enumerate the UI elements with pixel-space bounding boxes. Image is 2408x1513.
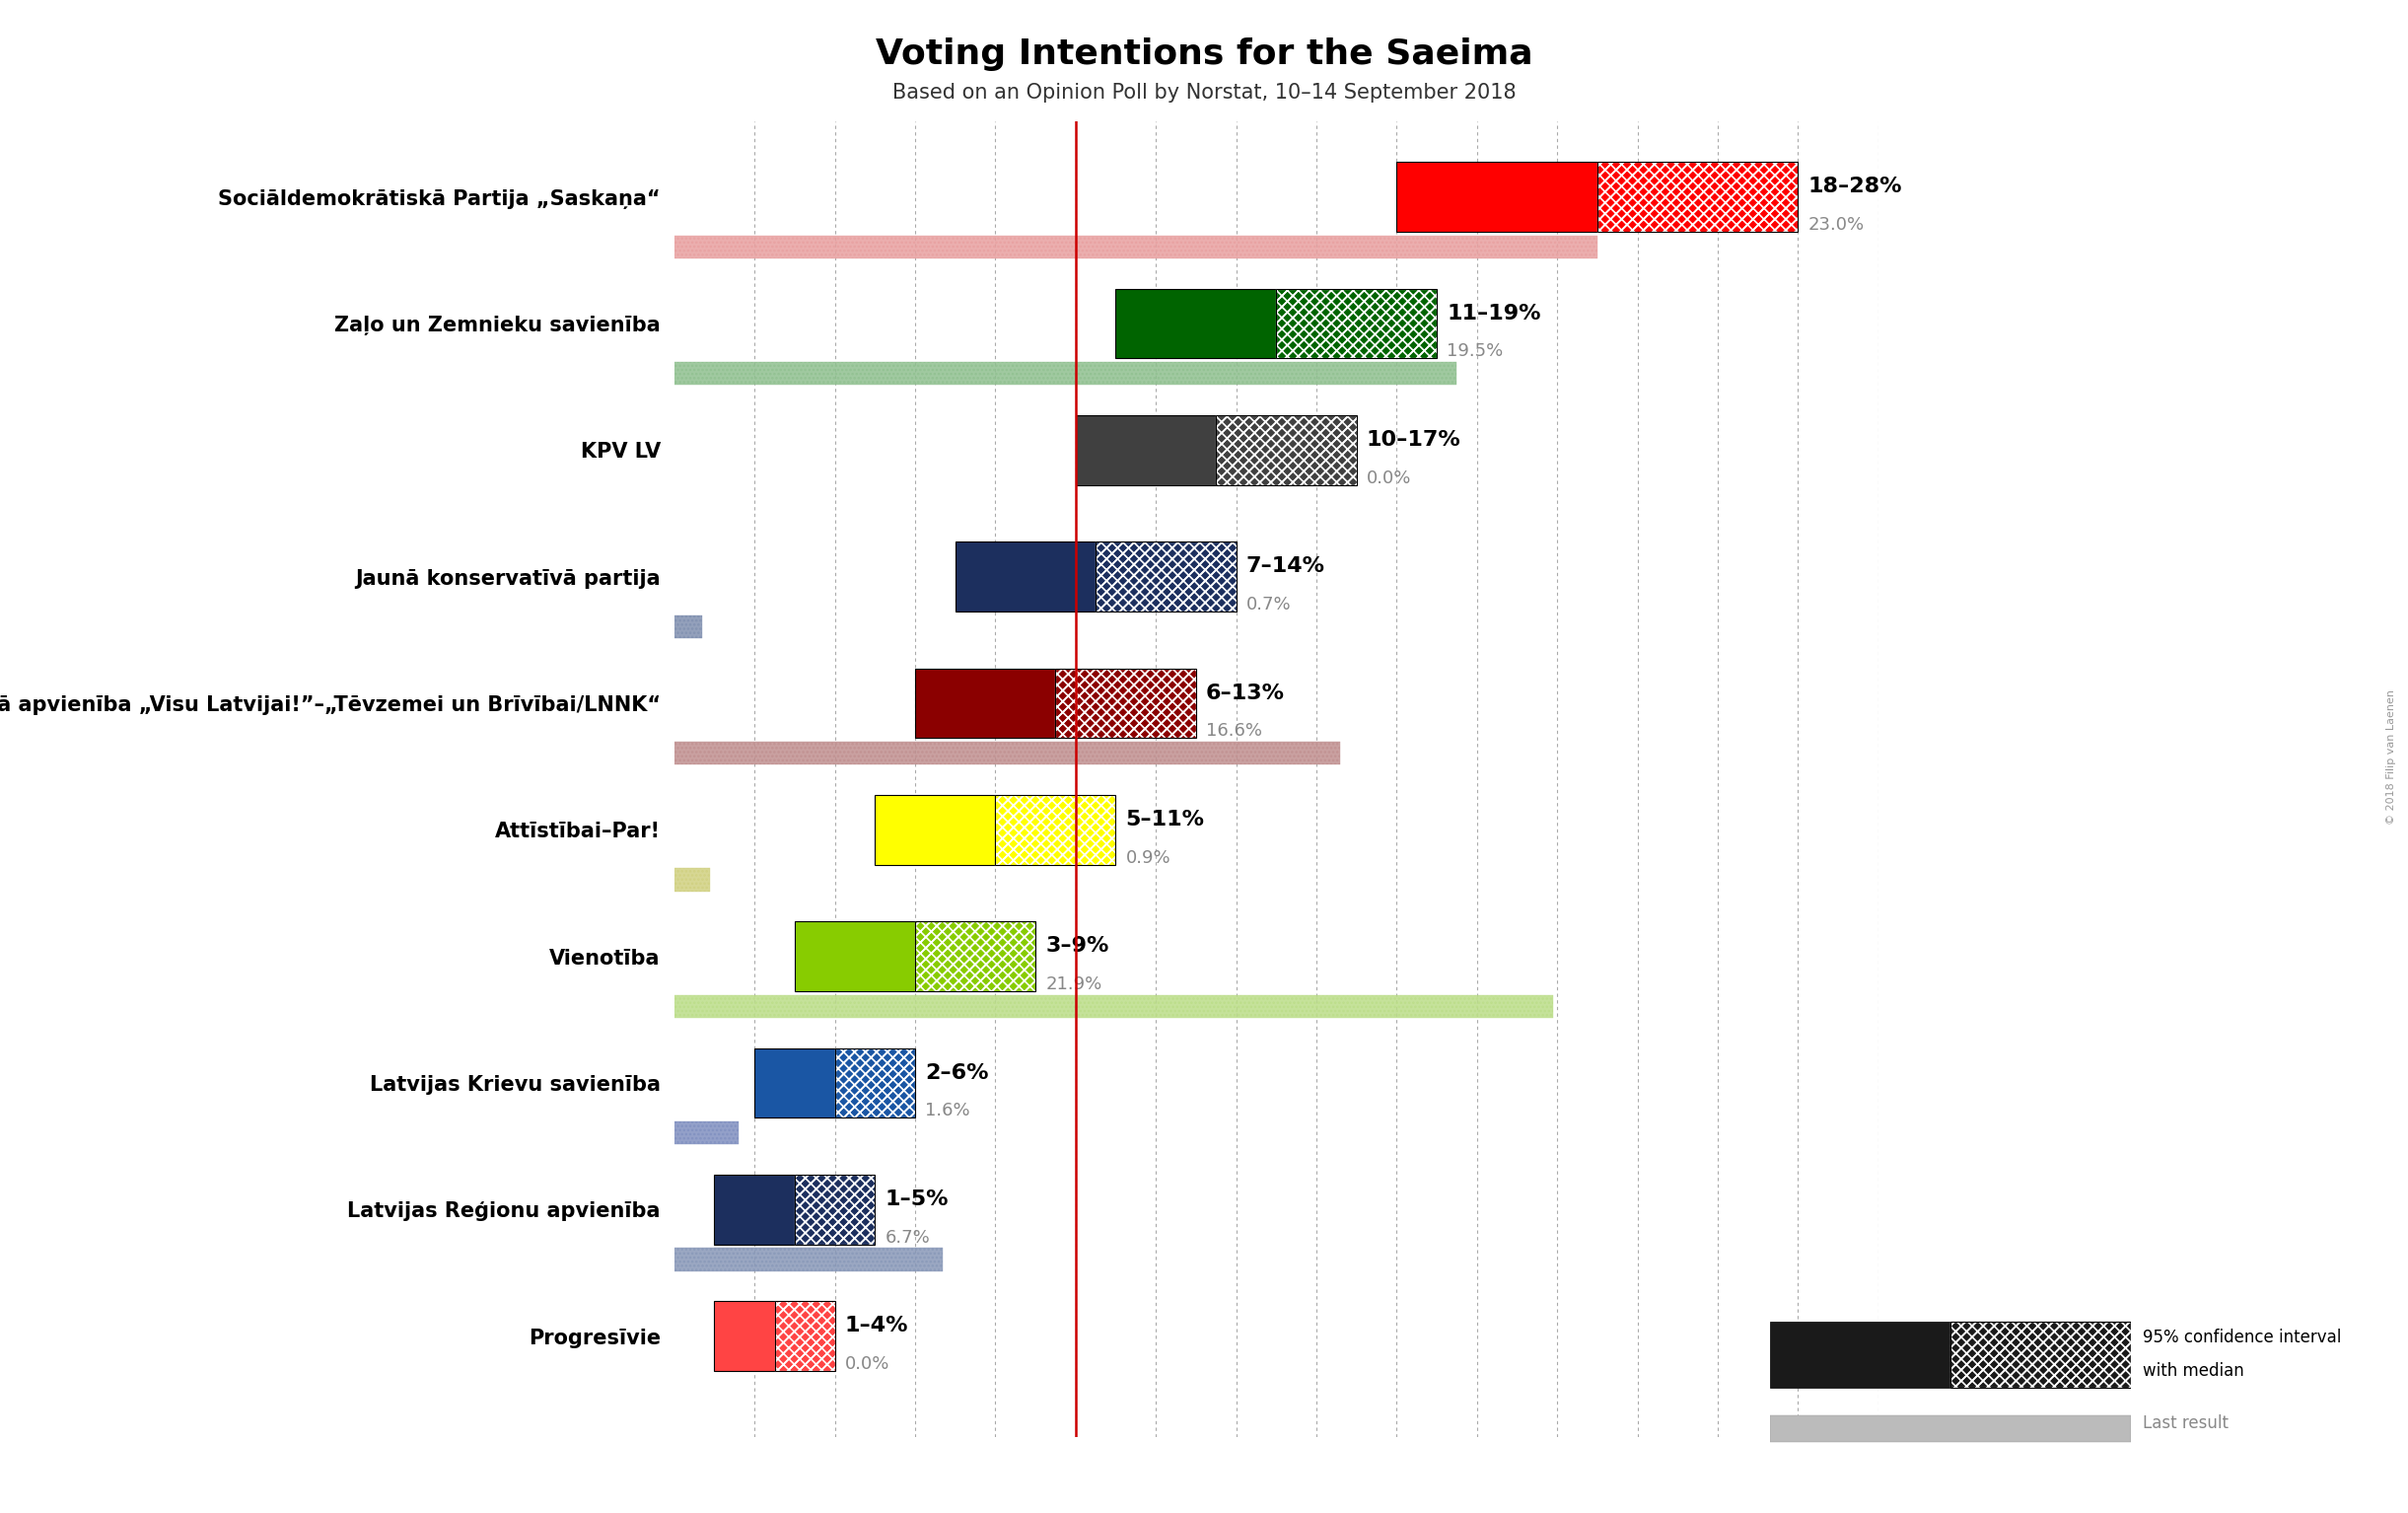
Text: 2–6%: 2–6% xyxy=(925,1064,990,1083)
Bar xyxy=(775,1301,836,1371)
Bar xyxy=(995,794,1115,864)
Text: 19.5%: 19.5% xyxy=(1447,342,1503,360)
Text: Voting Intentions for the Saeima: Voting Intentions for the Saeima xyxy=(877,38,1531,71)
Text: 95% confidence interval: 95% confidence interval xyxy=(2143,1328,2341,1347)
Bar xyxy=(1076,415,1216,486)
Text: © 2018 Filip van Laenen: © 2018 Filip van Laenen xyxy=(2386,688,2396,825)
Text: 1.6%: 1.6% xyxy=(925,1101,970,1120)
Bar xyxy=(915,921,1035,991)
Bar xyxy=(915,921,1035,991)
Bar xyxy=(775,1301,836,1371)
Text: 0.7%: 0.7% xyxy=(1247,596,1291,613)
Bar xyxy=(674,1121,739,1144)
Text: 10–17%: 10–17% xyxy=(1368,430,1462,449)
Bar xyxy=(1055,669,1197,738)
Bar xyxy=(795,921,915,991)
Bar xyxy=(715,1174,795,1244)
Bar xyxy=(1216,415,1356,486)
Bar xyxy=(995,794,1115,864)
Bar xyxy=(836,1049,915,1118)
Bar xyxy=(1276,289,1438,359)
Bar xyxy=(1276,289,1438,359)
Bar xyxy=(1597,162,1799,231)
Bar xyxy=(1597,162,1799,231)
Bar xyxy=(1397,162,1597,231)
Text: 6.7%: 6.7% xyxy=(886,1229,929,1247)
Bar xyxy=(836,1049,915,1118)
Bar xyxy=(836,1049,915,1118)
Bar xyxy=(674,616,703,638)
Text: 21.9%: 21.9% xyxy=(1045,976,1103,993)
Bar xyxy=(1597,162,1799,231)
Bar xyxy=(1597,162,1799,231)
Bar xyxy=(1276,289,1438,359)
Bar xyxy=(1950,1322,2131,1389)
Bar xyxy=(874,794,995,864)
Bar xyxy=(1055,669,1197,738)
Text: 1–4%: 1–4% xyxy=(845,1316,908,1336)
Bar xyxy=(674,362,1457,384)
Text: 0.0%: 0.0% xyxy=(845,1356,889,1372)
Bar xyxy=(915,921,1035,991)
Bar xyxy=(956,542,1096,611)
Bar xyxy=(1115,289,1276,359)
Bar xyxy=(1216,415,1356,486)
Bar xyxy=(1950,1322,2131,1389)
Bar xyxy=(1055,669,1197,738)
Bar xyxy=(995,794,1115,864)
Text: 3–9%: 3–9% xyxy=(1045,937,1110,956)
Bar xyxy=(1096,542,1235,611)
Bar xyxy=(674,236,1597,259)
Text: 1–5%: 1–5% xyxy=(886,1189,949,1209)
Bar xyxy=(1950,1322,2131,1389)
Bar xyxy=(674,996,1553,1018)
Bar xyxy=(754,1049,836,1118)
Bar xyxy=(674,868,710,891)
Bar xyxy=(1096,542,1235,611)
Bar xyxy=(775,1301,836,1371)
Bar xyxy=(795,1174,874,1244)
Bar xyxy=(1770,1322,1950,1389)
Bar xyxy=(995,794,1115,864)
Bar xyxy=(1096,542,1235,611)
Bar xyxy=(1216,415,1356,486)
Bar xyxy=(674,741,1341,764)
Text: 16.6%: 16.6% xyxy=(1206,722,1262,740)
Bar xyxy=(674,1248,944,1271)
Text: Last result: Last result xyxy=(2143,1415,2230,1433)
Bar xyxy=(1276,289,1438,359)
Bar xyxy=(795,1174,874,1244)
Bar xyxy=(1216,415,1356,486)
Bar xyxy=(1096,542,1235,611)
Text: with median: with median xyxy=(2143,1362,2244,1380)
Bar xyxy=(795,1174,874,1244)
Text: 23.0%: 23.0% xyxy=(1808,216,1864,233)
Text: 6–13%: 6–13% xyxy=(1206,684,1286,704)
Text: Based on an Opinion Poll by Norstat, 10–14 September 2018: Based on an Opinion Poll by Norstat, 10–… xyxy=(891,83,1517,103)
Text: 0.9%: 0.9% xyxy=(1127,849,1170,867)
Bar xyxy=(1770,1415,2131,1442)
Text: 7–14%: 7–14% xyxy=(1247,557,1324,576)
Text: 11–19%: 11–19% xyxy=(1447,304,1541,324)
Bar xyxy=(915,921,1035,991)
Bar xyxy=(915,669,1055,738)
Text: 0.0%: 0.0% xyxy=(1368,469,1411,487)
Bar xyxy=(1950,1322,2131,1389)
Bar xyxy=(715,1301,775,1371)
Bar xyxy=(795,1174,874,1244)
Text: 18–28%: 18–28% xyxy=(1808,177,1902,197)
Bar xyxy=(775,1301,836,1371)
Bar xyxy=(836,1049,915,1118)
Bar xyxy=(1055,669,1197,738)
Text: 5–11%: 5–11% xyxy=(1127,809,1204,829)
